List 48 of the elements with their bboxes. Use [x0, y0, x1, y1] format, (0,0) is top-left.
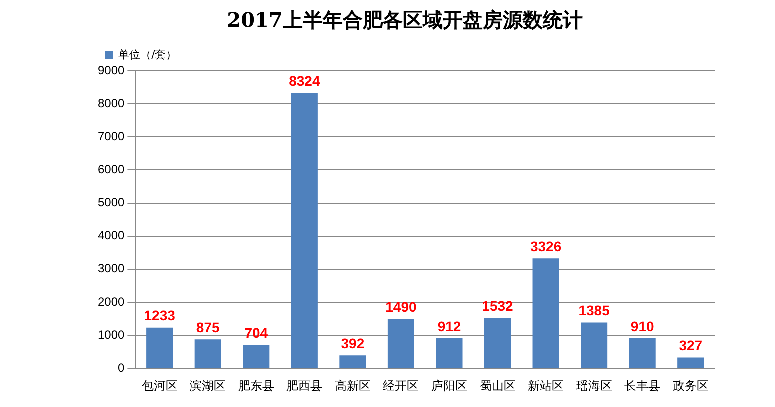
bar	[243, 345, 270, 368]
bar	[678, 358, 704, 368]
data-label: 1532	[482, 298, 514, 314]
x-tick-label: 肥西县	[286, 378, 323, 393]
x-tick-label: 经开区	[383, 378, 420, 393]
y-tick-label: 0	[118, 360, 126, 375]
y-tick-label: 8000	[98, 96, 126, 110]
y-tick-label: 6000	[98, 162, 126, 177]
x-tick-label: 新站区	[528, 378, 564, 393]
y-tick-label: 1000	[98, 328, 126, 342]
bar	[581, 322, 608, 368]
bar	[146, 328, 174, 368]
x-tick-label: 蜀山区	[480, 378, 516, 393]
bar	[340, 356, 366, 368]
data-label: 327	[679, 338, 703, 354]
data-label: 912	[438, 318, 462, 334]
data-label: 1233	[144, 308, 176, 324]
x-tick-label: 瑶海区	[576, 378, 612, 393]
y-tick-label: 3000	[98, 262, 126, 276]
y-tick-label: 4000	[98, 228, 126, 243]
bar	[629, 338, 656, 368]
data-label: 875	[196, 320, 220, 336]
x-tick-label: 肥东县	[238, 378, 274, 393]
x-tick-label: 包河区	[142, 378, 178, 393]
y-tick-label: 2000	[98, 294, 126, 309]
y-tick-label: 9000	[98, 63, 126, 78]
bar	[532, 258, 560, 368]
y-tick-label: 5000	[98, 196, 126, 210]
data-label: 1385	[578, 302, 610, 319]
x-tick-label: 滨湖区	[190, 378, 226, 393]
data-label: 392	[341, 335, 365, 352]
chart-title: 2017上半年合肥各区域开盘房源数统计	[227, 8, 583, 32]
bar	[291, 93, 318, 368]
bar	[388, 319, 414, 368]
bar	[194, 340, 222, 368]
x-tick-label: 高新区	[334, 378, 371, 393]
data-label: 1490	[386, 299, 417, 316]
data-label: 704	[244, 325, 268, 342]
data-label: 8324	[289, 73, 320, 90]
data-label: 910	[630, 318, 654, 334]
bar	[484, 318, 512, 368]
x-tick-label: 庐阳区	[431, 378, 468, 393]
x-tick-label: 政务区	[672, 378, 709, 393]
x-tick-label: 长丰县	[624, 378, 661, 393]
y-tick-label: 7000	[98, 129, 126, 144]
legend-label: 单位（/套）	[118, 48, 178, 62]
data-label: 3326	[530, 238, 562, 254]
bar	[436, 338, 463, 368]
